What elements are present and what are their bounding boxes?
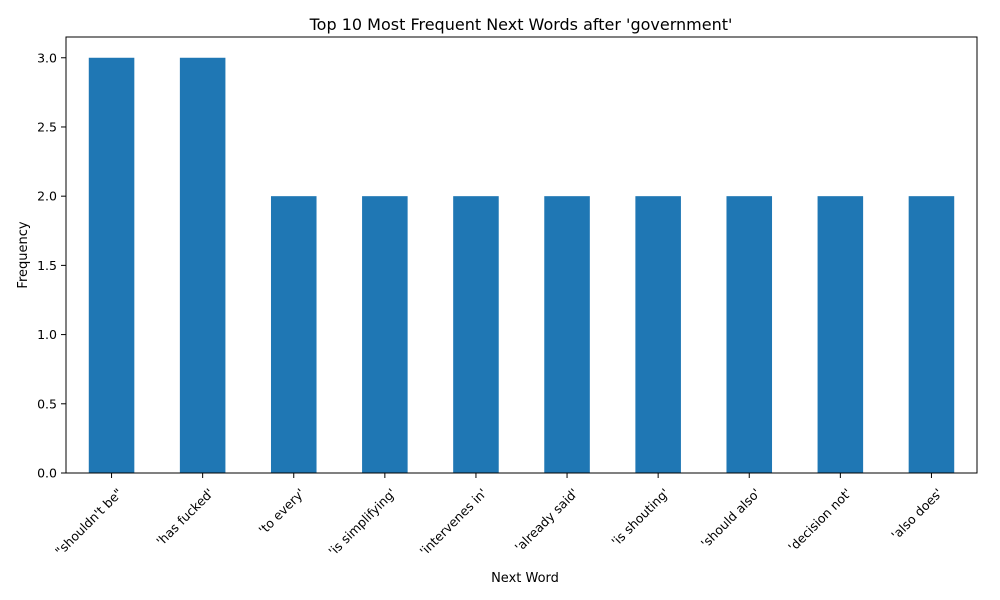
x-axis-label: Next Word — [491, 571, 559, 586]
bar-4 — [453, 196, 499, 474]
bars-group — [88, 57, 955, 474]
y-tick-label-2: 1.0 — [37, 327, 57, 342]
bar-0 — [88, 57, 135, 473]
plot-frame — [65, 36, 978, 474]
bar-7 — [726, 196, 773, 474]
y-tick-label-4: 2.0 — [37, 189, 57, 204]
y-tick-label-5: 2.5 — [37, 119, 57, 134]
y-tick-label-1: 0.5 — [37, 396, 57, 411]
y-axis-label: Frequency — [16, 221, 31, 288]
y-tick-label-0: 0.0 — [37, 466, 57, 481]
y-tick-label-6: 3.0 — [37, 50, 57, 65]
y-tick-label-3: 1.5 — [37, 258, 57, 273]
bar-8 — [817, 196, 864, 474]
bar-6 — [635, 196, 681, 474]
bar-9 — [908, 196, 955, 474]
bar-1 — [179, 57, 226, 473]
bar-3 — [362, 196, 408, 474]
y-axis: 0.0 0.5 1.0 1.5 2.0 2.5 3.0 — [37, 50, 66, 481]
bar-5 — [544, 196, 590, 474]
bar-2 — [270, 196, 317, 474]
chart-title: Top 10 Most Frequent Next Words after 'g… — [309, 15, 733, 34]
